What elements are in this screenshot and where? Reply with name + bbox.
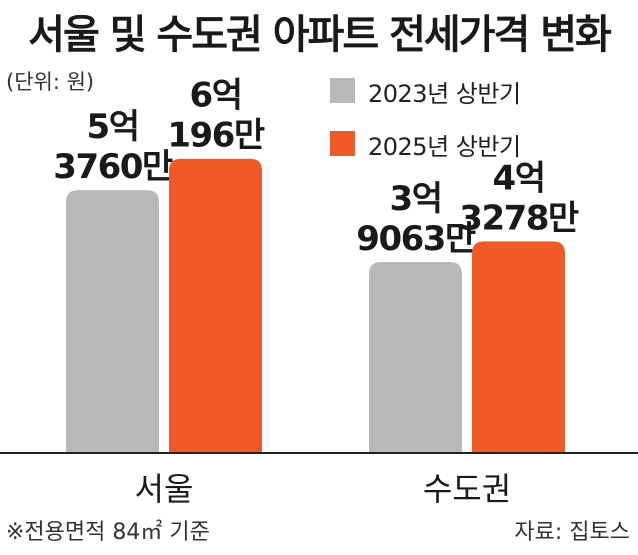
data-label-1-1-0: 4억 bbox=[493, 158, 545, 198]
chart-title: 서울 및 수도권 아파트 전세가격 변화 bbox=[28, 12, 612, 58]
source-credit: 자료: 집토스 bbox=[514, 520, 630, 545]
legend-label-2023: 2023년 상반기 bbox=[368, 80, 521, 108]
data-label-0-1-1: 196만 bbox=[167, 116, 264, 156]
bar-1-0 bbox=[369, 262, 462, 453]
data-label-1-0-0: 3억 bbox=[390, 179, 442, 219]
data-label-0-1-0: 6억 bbox=[190, 76, 242, 116]
footnote: ※전용면적 84㎡ 기준 bbox=[6, 520, 210, 545]
data-label-1-0-1: 9063만 bbox=[356, 219, 476, 259]
data-label-1-1-1: 3278만 bbox=[459, 198, 579, 238]
data-label-0-0-0: 5억 bbox=[87, 107, 139, 147]
legend-swatch-2025 bbox=[330, 131, 355, 156]
category-label-0: 서울 bbox=[135, 470, 194, 508]
legend-label-2025: 2025년 상반기 bbox=[368, 133, 521, 161]
unit-note: (단위: 원) bbox=[6, 70, 95, 94]
bar-0-1 bbox=[169, 158, 262, 454]
bar-1-1 bbox=[472, 241, 565, 453]
legend-swatch-2023 bbox=[330, 78, 355, 103]
bar-0-0 bbox=[66, 190, 159, 453]
category-label-1: 수도권 bbox=[423, 470, 511, 508]
data-label-0-0-1: 3760만 bbox=[53, 147, 173, 187]
